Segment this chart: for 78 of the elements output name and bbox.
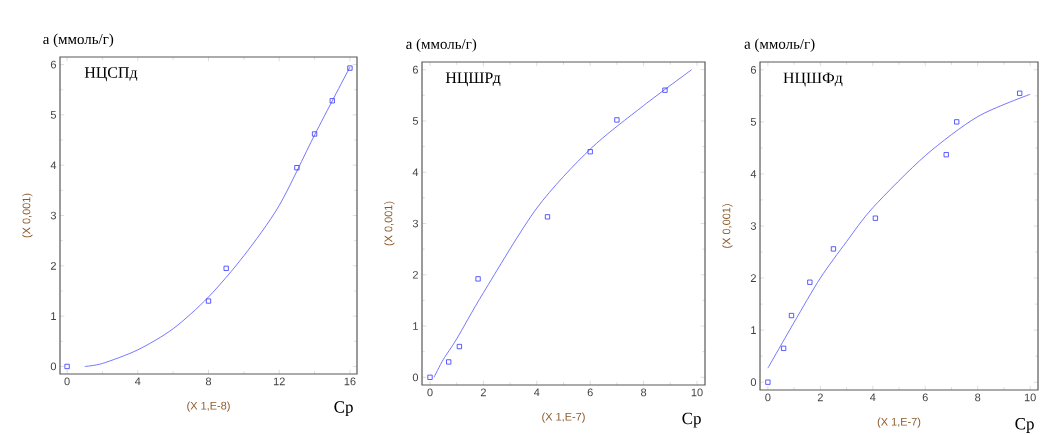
y-tick-label: 1 — [51, 312, 56, 320]
x-tick-label: 10 — [1024, 393, 1036, 402]
y-axis-title: а (ммоль/г) — [406, 38, 477, 53]
x-tick-label: 4 — [869, 393, 876, 402]
point — [1017, 90, 1023, 96]
y-tick-label: 5 — [750, 118, 757, 126]
point — [788, 312, 795, 319]
line-series — [767, 93, 1031, 369]
x-tick-label: 2 — [817, 393, 823, 402]
point — [807, 279, 813, 285]
text: (X 0,001) — [722, 204, 733, 248]
x-tick-label: 4 — [134, 377, 141, 386]
text: НЦСПд — [84, 67, 138, 82]
point — [781, 345, 787, 351]
y-tick-label: 2 — [412, 270, 418, 279]
point — [765, 379, 771, 385]
x-tick-label: 16 — [344, 377, 356, 386]
point — [223, 265, 229, 271]
y-tick-label: 5 — [412, 117, 419, 125]
y-tick-label: 0 — [50, 362, 57, 371]
y-axis-title: а (ммоль/г) — [744, 38, 815, 52]
point — [205, 298, 212, 304]
line-series — [84, 66, 351, 367]
x-tick-label: 6 — [922, 393, 928, 402]
point — [329, 98, 335, 104]
text: (X 1,E-7) — [542, 412, 585, 423]
y-tick-label: 2 — [50, 262, 56, 270]
point — [872, 215, 878, 221]
y-tick-label: 6 — [750, 65, 756, 74]
text: НЦШФд — [783, 72, 843, 87]
x-axis-title: Ср — [1015, 418, 1034, 433]
point — [544, 214, 551, 220]
point — [943, 152, 949, 158]
text: (X 1,E-8) — [187, 401, 230, 412]
x-tick-label: 4 — [534, 388, 540, 397]
y-tick-label: 6 — [412, 65, 418, 74]
point — [446, 359, 452, 365]
y-tick-label: 4 — [750, 170, 757, 178]
point — [294, 165, 300, 171]
text: (X 1,E-7) — [877, 417, 921, 428]
text: (X 0,001) — [384, 201, 395, 246]
y-tick-label: 1 — [413, 322, 418, 330]
point — [64, 363, 70, 370]
point — [475, 276, 481, 282]
y-tick-label: 3 — [750, 222, 756, 230]
y-tick-label: 2 — [750, 274, 756, 282]
x-tick-label: 2 — [480, 388, 486, 397]
text: (X 0,001) — [22, 193, 33, 238]
y-tick-label: 1 — [751, 326, 756, 334]
x-tick-label: 0 — [64, 377, 70, 386]
x-tick-label: 8 — [975, 393, 981, 402]
y-tick-label: 6 — [50, 60, 56, 69]
line-series — [433, 69, 693, 378]
point — [614, 117, 620, 123]
x-tick-label: 0 — [427, 388, 433, 397]
y-axis-title: а (ммоль/г) — [43, 33, 114, 48]
x-tick-label: 6 — [587, 388, 593, 397]
x-axis-title: Ср — [334, 401, 353, 417]
point — [587, 149, 593, 155]
point — [347, 65, 353, 71]
y-tick-label: 4 — [50, 161, 57, 169]
y-tick-label: 3 — [50, 211, 56, 220]
x-tick-label: 0 — [765, 393, 771, 402]
point — [662, 87, 668, 93]
y-tick-label: 4 — [412, 168, 419, 176]
y-tick-label: 3 — [412, 219, 418, 228]
x-tick-label: 12 — [273, 377, 285, 386]
point — [456, 343, 462, 350]
x-tick-label: 10 — [691, 388, 703, 397]
point — [311, 131, 318, 137]
x-tick-label: 8 — [205, 377, 212, 386]
text: НЦШРд — [445, 72, 501, 87]
x-axis-title: Ср — [682, 412, 701, 428]
point — [954, 119, 960, 125]
point — [830, 246, 837, 252]
point — [427, 374, 433, 380]
y-tick-label: 5 — [50, 111, 57, 119]
x-tick-label: 8 — [641, 388, 647, 397]
